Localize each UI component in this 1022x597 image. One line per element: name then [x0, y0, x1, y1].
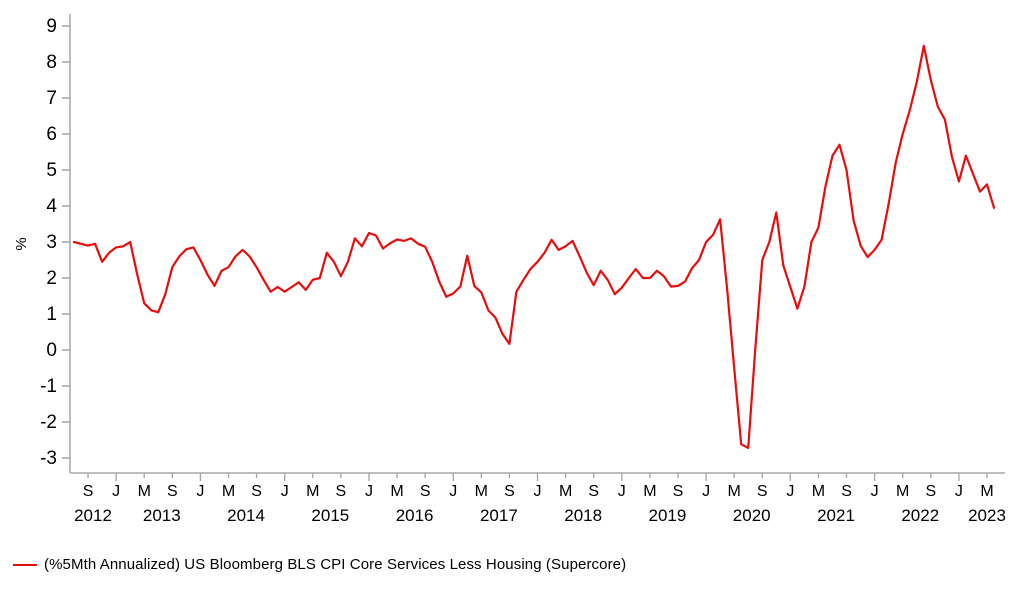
x-month-label: M: [390, 483, 403, 500]
x-month-label: J: [786, 483, 794, 500]
y-tick-label: -2: [40, 412, 57, 433]
y-tick-label: 3: [46, 232, 57, 253]
x-month-label: S: [83, 483, 94, 500]
x-month-label: M: [222, 483, 235, 500]
x-month-label: M: [559, 483, 572, 500]
y-tick-label: 1: [46, 304, 57, 325]
y-tick-label: 0: [46, 340, 57, 361]
legend-label: (%5Mth Annualized) US Bloomberg BLS CPI …: [44, 556, 627, 573]
x-month-label: M: [980, 483, 993, 500]
x-month-label: S: [588, 483, 599, 500]
x-year-label: 2012: [74, 506, 112, 525]
y-axis-title: %: [13, 237, 30, 250]
x-year-label: 2013: [143, 506, 181, 525]
y-tick-label: -1: [40, 376, 57, 397]
x-month-label: S: [841, 483, 852, 500]
y-tick-label: 8: [46, 52, 57, 73]
y-tick-label: 5: [46, 160, 57, 181]
x-year-label: 2016: [396, 506, 434, 525]
x-month-label: S: [925, 483, 936, 500]
y-tick-label: 2: [46, 268, 57, 289]
y-tick-label: -3: [40, 448, 57, 469]
x-month-label: J: [955, 483, 963, 500]
x-month-label: M: [643, 483, 656, 500]
x-year-label: 2017: [480, 506, 518, 525]
x-month-label: S: [673, 483, 684, 500]
x-month-label: M: [306, 483, 319, 500]
x-month-label: M: [812, 483, 825, 500]
legend: (%5Mth Annualized) US Bloomberg BLS CPI …: [13, 556, 626, 573]
x-month-label: J: [281, 483, 289, 500]
x-month-label: J: [112, 483, 120, 500]
series-line: [72, 44, 996, 449]
x-month-label: J: [196, 483, 204, 500]
x-month-label: S: [336, 483, 347, 500]
x-month-label: J: [449, 483, 457, 500]
x-month-label: S: [420, 483, 431, 500]
x-month-label: S: [251, 483, 262, 500]
x-month-label: S: [504, 483, 515, 500]
x-month-label: J: [365, 483, 373, 500]
x-year-label: 2023: [968, 506, 1006, 525]
x-month-label: S: [757, 483, 768, 500]
y-tick-label: 6: [46, 124, 57, 145]
x-month-label: J: [702, 483, 710, 500]
x-year-label: 2018: [564, 506, 602, 525]
x-month-label: J: [871, 483, 879, 500]
y-tick-label: 4: [46, 196, 57, 217]
y-tick-label: 9: [46, 16, 57, 37]
x-month-label: J: [618, 483, 626, 500]
x-month-label: M: [475, 483, 488, 500]
x-month-label: M: [138, 483, 151, 500]
x-year-label: 2019: [649, 506, 687, 525]
legend-line-swatch: [13, 563, 37, 566]
x-month-label: S: [167, 483, 178, 500]
x-month-label: M: [727, 483, 740, 500]
x-month-label: J: [534, 483, 542, 500]
y-tick-label: 7: [46, 88, 57, 109]
x-year-label: 2020: [733, 506, 771, 525]
x-month-label: M: [896, 483, 909, 500]
x-year-label: 2021: [817, 506, 855, 525]
x-year-label: 2022: [901, 506, 939, 525]
x-year-label: 2015: [311, 506, 349, 525]
x-year-label: 2014: [227, 506, 265, 525]
